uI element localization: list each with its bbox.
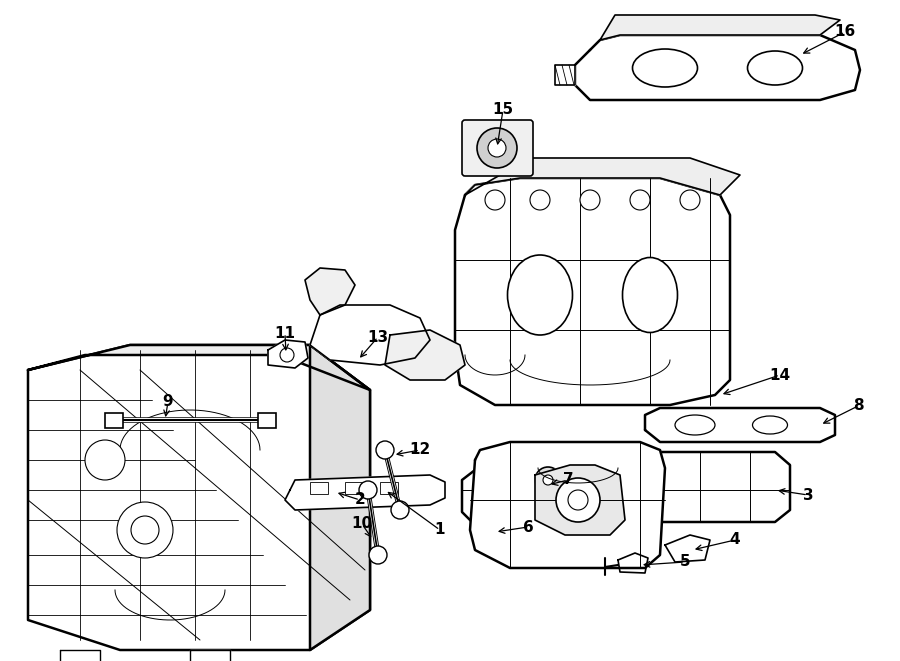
Ellipse shape [508,255,572,335]
Text: 15: 15 [492,102,514,118]
FancyBboxPatch shape [462,120,533,176]
Polygon shape [465,158,740,195]
Text: 2: 2 [355,492,365,508]
Circle shape [556,478,600,522]
Text: 11: 11 [274,325,295,340]
Bar [105,413,123,428]
Ellipse shape [752,416,788,434]
Circle shape [568,490,588,510]
Ellipse shape [748,51,803,85]
Circle shape [369,546,387,564]
Polygon shape [305,268,355,315]
Circle shape [477,128,517,168]
Text: 1: 1 [435,522,446,537]
Ellipse shape [633,49,698,87]
Text: 13: 13 [367,329,389,344]
Ellipse shape [675,415,715,435]
Circle shape [391,501,409,519]
Text: 6: 6 [523,520,534,535]
Polygon shape [462,452,790,530]
Circle shape [580,190,600,210]
Circle shape [535,467,561,493]
Circle shape [131,516,159,544]
Circle shape [117,502,173,558]
Ellipse shape [623,258,678,332]
Polygon shape [455,178,730,405]
Polygon shape [555,65,575,85]
Polygon shape [60,650,100,661]
Polygon shape [470,442,665,568]
Polygon shape [600,15,840,40]
Polygon shape [268,340,308,368]
Circle shape [485,190,505,210]
Polygon shape [618,553,648,573]
Polygon shape [285,475,445,510]
Circle shape [376,441,394,459]
Circle shape [530,190,550,210]
Polygon shape [575,35,860,100]
Text: 14: 14 [770,368,790,383]
Text: 10: 10 [351,516,373,531]
Polygon shape [310,305,430,365]
Polygon shape [665,535,710,562]
Text: 3: 3 [803,488,814,502]
Polygon shape [310,345,370,650]
Polygon shape [190,650,230,661]
Circle shape [630,190,650,210]
Polygon shape [28,345,370,390]
Polygon shape [535,465,625,535]
Text: 5: 5 [680,555,690,570]
Circle shape [359,481,377,499]
Text: 12: 12 [410,442,430,457]
Bar [310,482,328,494]
Text: 8: 8 [852,399,863,414]
Bar [345,482,363,494]
Bar [258,413,276,428]
Text: 16: 16 [834,24,856,40]
Circle shape [680,190,700,210]
Polygon shape [645,408,835,442]
Text: 4: 4 [730,533,741,547]
Circle shape [85,440,125,480]
Text: 9: 9 [163,395,174,410]
Circle shape [280,348,294,362]
Polygon shape [385,330,465,380]
Circle shape [488,139,506,157]
Bar [380,482,398,494]
Text: 7: 7 [562,473,573,488]
Circle shape [543,475,553,485]
Polygon shape [28,345,370,650]
